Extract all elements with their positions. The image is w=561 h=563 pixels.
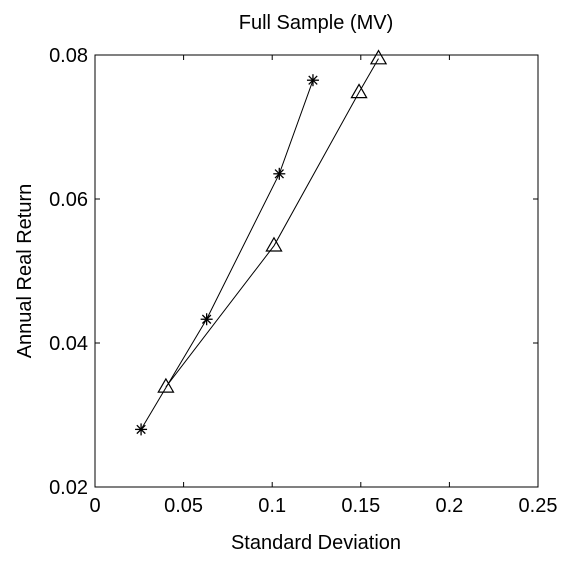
series-1-line	[140, 80, 314, 430]
x-tick-label: 0.1	[258, 495, 286, 517]
series-layer	[135, 49, 388, 436]
series-1-asterisk-point	[135, 423, 148, 436]
y-tick-label: 0.08	[49, 45, 88, 67]
series-2-triangle-point	[265, 236, 283, 252]
series-2-triangle-point	[350, 83, 368, 99]
x-axis-ticks: 0 0.05 0.1 0.15 0.2 0.25	[89, 55, 557, 517]
series-2-triangle-point	[369, 49, 388, 65]
series-2-triangle-point	[157, 377, 175, 393]
y-tick-label: 0.02	[49, 477, 88, 499]
x-axis-label: Standard Deviation	[231, 532, 401, 554]
plot-area-frame	[94, 54, 539, 488]
y-axis-ticks: 0.02 0.04 0.06 0.08	[49, 45, 538, 499]
y-tick-label: 0.04	[49, 333, 88, 355]
x-tick-label: 0.15	[341, 495, 380, 517]
x-tick-label: 0	[89, 495, 100, 517]
x-tick-label: 0.25	[519, 495, 558, 517]
x-tick-label: 0.2	[435, 495, 463, 517]
y-tick-label: 0.06	[49, 189, 88, 211]
series-1-asterisk-point	[306, 74, 319, 87]
series-2-line	[165, 58, 379, 388]
y-axis-label: Annual Real Return	[14, 184, 36, 359]
series-1-asterisk-point	[273, 167, 286, 180]
x-tick-label: 0.05	[164, 495, 203, 517]
series-1-asterisk-point	[200, 313, 213, 326]
chart-title: Full Sample (MV)	[239, 12, 393, 34]
